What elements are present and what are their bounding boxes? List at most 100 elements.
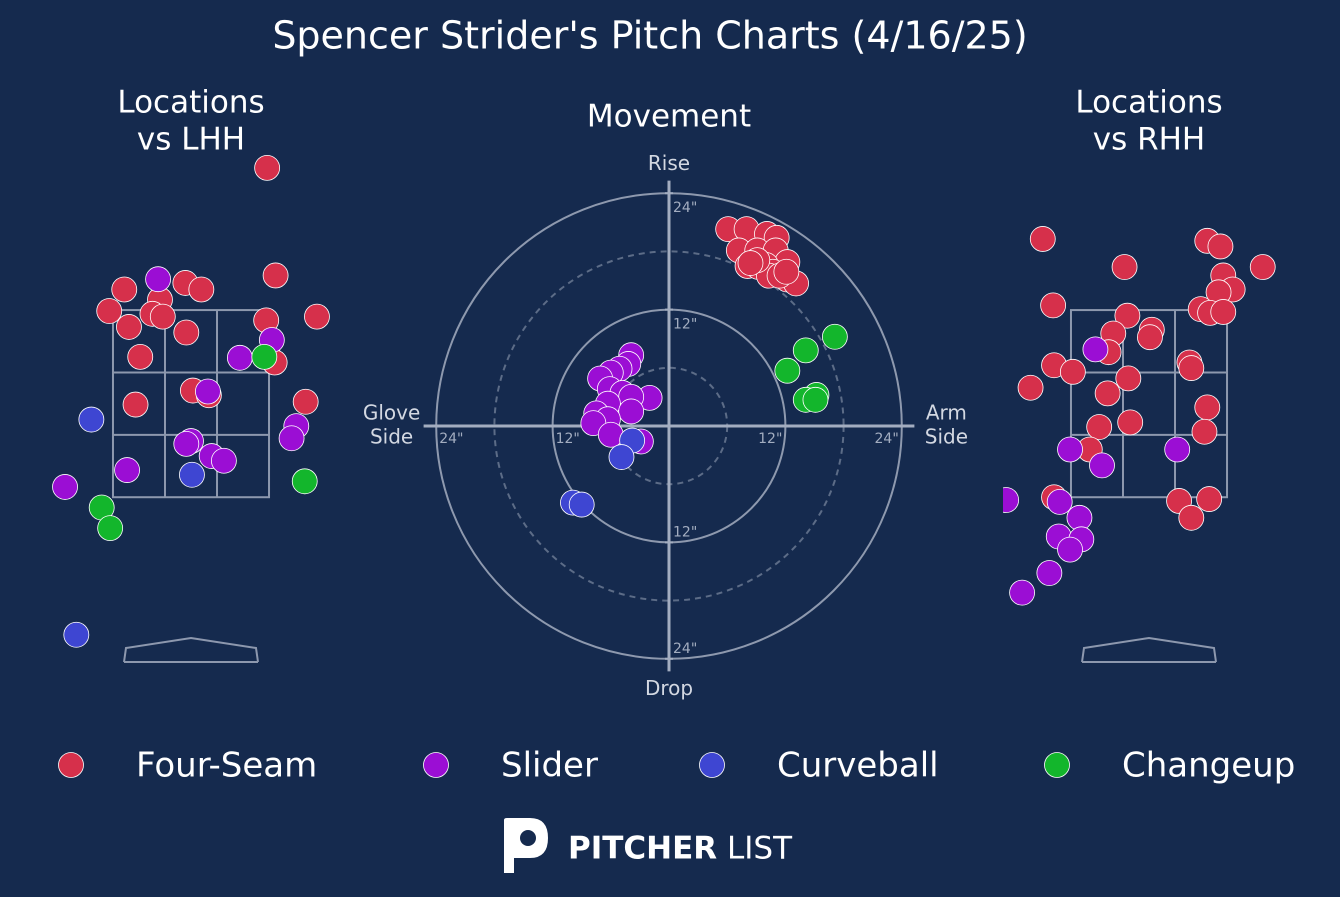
pitch-point (116, 314, 142, 340)
pitch-point (618, 398, 645, 425)
legend-label: Changeup (1122, 746, 1295, 786)
home-plate (1081, 636, 1217, 663)
pitch-point (292, 388, 319, 415)
pitch-point (278, 425, 305, 452)
panel (1003, 226, 1276, 663)
pitch-point (262, 262, 289, 289)
pitch-point (1115, 365, 1142, 392)
pitch-point (773, 258, 800, 285)
pitch-point (1196, 486, 1223, 512)
y-tick-label: 12" (673, 317, 697, 333)
pitch-point (149, 303, 176, 330)
pitch-point (1036, 560, 1063, 586)
pitch-point (188, 276, 215, 303)
pitch-point (1029, 226, 1056, 252)
legend-label: Four-Seam (136, 746, 317, 786)
pitch-point (179, 461, 205, 488)
logo-text: LIST (727, 831, 793, 867)
pitch-point (1137, 324, 1163, 351)
x-tick-label: 24" (439, 431, 463, 447)
pitch-point (122, 391, 149, 418)
x-axis-label: Glove (363, 401, 420, 425)
legend-label: Slider (501, 746, 598, 786)
strike-zone (111, 309, 271, 499)
legend-marker (699, 752, 725, 778)
logo-icon-hole (520, 830, 536, 846)
main-title: Spencer Strider's Pitch Charts (4/16/25) (272, 14, 1027, 58)
panel-title: Locations (117, 85, 264, 121)
pitch-point (304, 303, 330, 330)
panel (52, 154, 330, 663)
pitch-point (1194, 394, 1221, 421)
pitch-point (1178, 504, 1205, 531)
pitch-point (210, 447, 237, 474)
pitch-point (821, 323, 848, 350)
x-tick-label: 12" (556, 431, 580, 447)
pitch-point (1111, 254, 1138, 280)
pitch-point (173, 430, 200, 457)
pitch-point (1066, 504, 1093, 531)
pitch-point (1089, 452, 1115, 479)
strike-zone (1069, 309, 1229, 499)
pitch-point (1207, 233, 1234, 260)
logo: PITCHER LIST (504, 818, 793, 873)
pitch-point (291, 468, 318, 495)
pitch-point (114, 457, 140, 483)
legend-marker (423, 752, 449, 778)
y-tick-label: 12" (673, 524, 697, 540)
home-plate (123, 636, 259, 663)
pitch-point (1059, 358, 1086, 385)
pitch-point (802, 386, 829, 413)
panel-title: vs RHH (1093, 122, 1206, 158)
pitch-point (1178, 355, 1205, 381)
pitch-point (173, 319, 200, 346)
pitch-point (1094, 380, 1121, 407)
pitch-point (52, 474, 78, 500)
pitch-point (1210, 299, 1237, 325)
pitch-point (568, 491, 595, 518)
pitch-point (1009, 579, 1035, 606)
pitch-point (1114, 302, 1141, 329)
pitch-point (96, 298, 123, 324)
legend-marker (58, 752, 84, 778)
x-axis-label: Side (370, 425, 413, 449)
x-axis-label: Side (925, 425, 968, 449)
pitch-point (145, 266, 172, 293)
logo-text: PITCHER (568, 831, 717, 867)
pitch-point (78, 406, 105, 433)
pitch-point (774, 357, 801, 384)
panel-title: Movement (587, 99, 751, 135)
panel-title: vs LHH (137, 122, 245, 158)
pitch-point (254, 154, 281, 181)
legend-label: Curveball (777, 746, 939, 786)
pitch-point (608, 444, 635, 470)
pitch-point (127, 343, 154, 370)
x-axis-label: Arm (926, 401, 967, 425)
y-axis-label: Rise (648, 151, 690, 175)
pitch-point (1046, 488, 1073, 515)
y-axis-label: Drop (645, 676, 693, 700)
pitch-point (1057, 436, 1083, 463)
pitch-point (251, 343, 278, 370)
panel (423, 180, 915, 672)
pitch-point (1086, 414, 1113, 440)
pitch-point (1082, 336, 1109, 363)
panel-title: Locations (1075, 85, 1222, 121)
x-tick-label: 12" (758, 431, 782, 447)
pitch-point (1117, 409, 1144, 436)
pitch-point (597, 421, 624, 448)
pitch-point (1017, 374, 1044, 401)
pitch-point (1003, 487, 1020, 513)
y-tick-label: 24" (673, 200, 697, 216)
pitch-point (1040, 292, 1067, 319)
pitch-point (1057, 536, 1083, 563)
pitch-point (1249, 254, 1276, 280)
y-tick-label: 24" (673, 641, 697, 657)
legend-marker (1044, 752, 1070, 778)
pitch-point (1164, 436, 1191, 463)
pitch-point (1191, 418, 1218, 445)
pitch-point (63, 621, 90, 648)
pitch-point (792, 337, 819, 364)
